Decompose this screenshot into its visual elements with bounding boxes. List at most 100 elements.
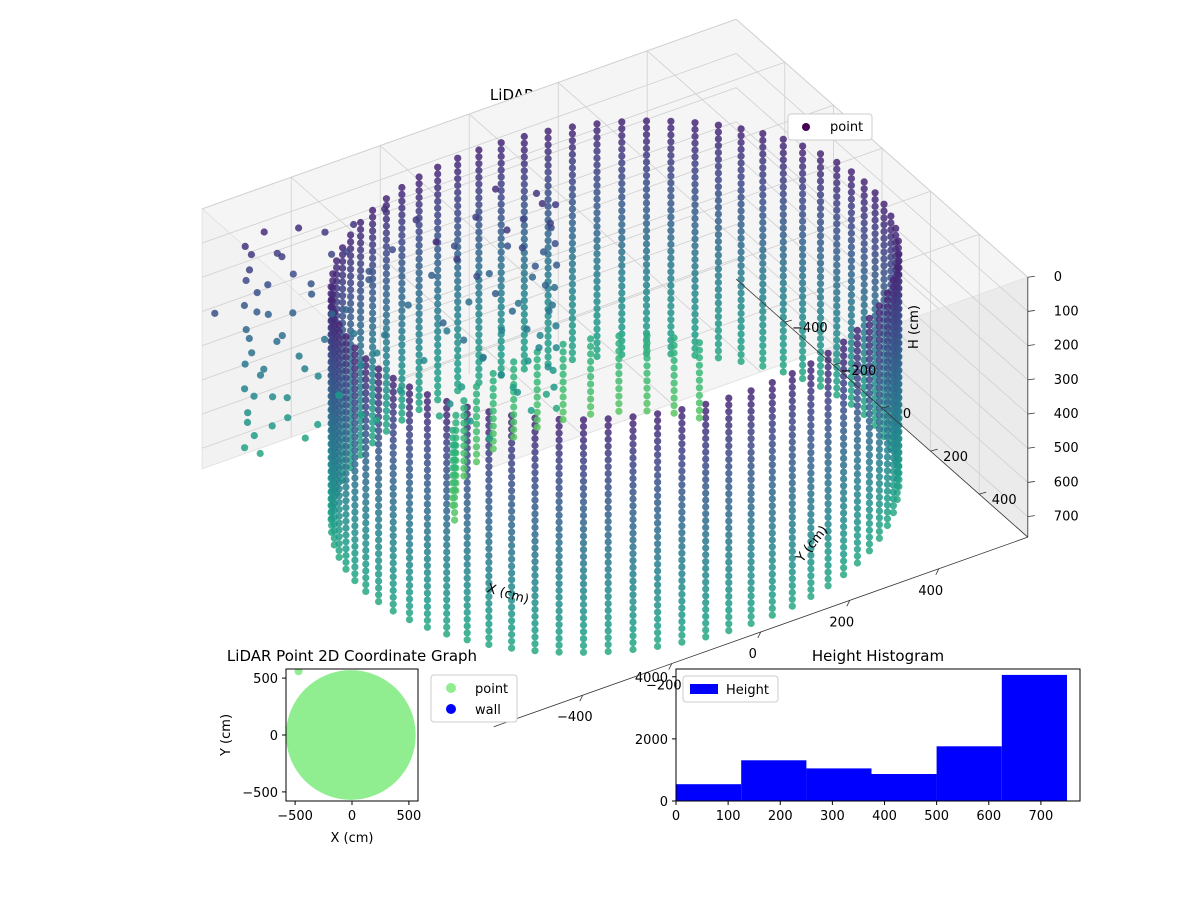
scatter3d-point: [853, 518, 862, 526]
scatter3d-point: [544, 168, 552, 176]
scatter3d-point: [472, 398, 481, 406]
scatter3d-point: [342, 415, 350, 423]
scatter3d-point: [463, 588, 471, 596]
scatter3d-point: [714, 313, 723, 321]
scatter3d-point: [443, 568, 451, 577]
scatter3d-point: [840, 454, 848, 462]
scatter3d-point: [629, 611, 637, 619]
scatter3d-point: [875, 384, 884, 392]
chart-2d: LiDAR Point 2D Coordinate Graph −500 0 500…: [219, 647, 518, 846]
scatter3d-point: [531, 640, 539, 648]
scatter3d-point: [587, 365, 595, 373]
scatter3d-point: [434, 362, 442, 370]
scatter3d-point: [357, 376, 365, 384]
scatter3d-point: [555, 593, 563, 601]
scatter3d-point: [883, 296, 892, 304]
scatter3d-point: [369, 295, 377, 303]
scatter3d-point: [398, 307, 406, 315]
scatter3d-point: [807, 387, 815, 395]
scatter3d-point: [737, 193, 745, 201]
scatter3d-point: [415, 351, 423, 359]
y-tick-mark: [930, 448, 938, 452]
scatter3d-point: [485, 490, 493, 498]
scatter3d-point: [747, 530, 755, 539]
scatter3d-point: [875, 445, 884, 453]
scatter3d-point: [816, 300, 825, 308]
scatter3d-point: [451, 516, 459, 524]
scatter3d-point: [463, 560, 471, 569]
scatter3d-point: [533, 371, 541, 379]
scatter3d-point: [542, 390, 551, 398]
scatter3d-point: [510, 403, 518, 411]
scatter3d-point: [423, 500, 431, 508]
scatter3d-point: [531, 462, 539, 470]
scatter3d-point: [593, 120, 601, 128]
scatter3d-point: [779, 169, 787, 178]
scatter3d-point: [423, 534, 431, 543]
scatter3d-point: [357, 383, 365, 391]
scatter3d-point: [618, 214, 626, 222]
scatter3d-point: [593, 332, 601, 340]
scatter3d-point: [475, 228, 483, 236]
scatter3d-point: [883, 350, 892, 359]
scatter3d-point: [472, 213, 480, 221]
scatter3d-point: [546, 219, 555, 227]
scatter3d-point: [714, 135, 723, 143]
scatter3d-point: [604, 593, 612, 601]
scatter3d-point: [629, 536, 637, 544]
scatter3d-point: [463, 506, 471, 514]
scatter3d-point: [779, 286, 787, 294]
scatter3d-point: [678, 611, 686, 619]
scatter3d-point: [853, 436, 862, 444]
scatter3d-point: [799, 224, 807, 232]
scatter3d-point: [824, 561, 832, 569]
scatter3d-point: [853, 326, 862, 334]
scatter3d-point: [579, 621, 588, 629]
scatter3d-point: [714, 162, 723, 170]
scatter3d-point: [475, 337, 483, 346]
scatter3d-point: [667, 151, 675, 160]
scatter3d-point: [678, 563, 686, 571]
scatter3d-point: [398, 204, 406, 212]
scatter3d-point: [389, 586, 397, 595]
scatter3d-point: [860, 322, 868, 330]
scatter3d-point: [362, 492, 370, 500]
scatter3d-point: [865, 547, 874, 555]
scatter3d-point: [389, 518, 397, 526]
scatter3d-point: [853, 422, 862, 430]
scatter3d-point: [314, 420, 322, 429]
scatter3d-point: [362, 430, 370, 438]
scatter3d-point: [362, 457, 370, 466]
scatter3d-point: [871, 230, 879, 238]
scatter3d-point: [389, 436, 397, 444]
scatter3d-point: [423, 473, 431, 481]
scatter3d-point: [508, 576, 516, 584]
scatter3d-point: [695, 361, 704, 369]
scatter3d-point: [695, 376, 704, 384]
chart-2d-legend: point wall: [430, 674, 518, 723]
scatter3d-point: [768, 440, 776, 448]
scatter3d-point: [788, 554, 796, 562]
scatter3d-point: [725, 435, 733, 443]
scatter3d-point: [497, 200, 505, 208]
scatter3d-point: [398, 211, 406, 219]
scatter3d-point: [497, 269, 505, 277]
scatter3d-point: [759, 239, 767, 247]
scatter3d-point: [443, 514, 451, 522]
scatter3d-point: [328, 310, 336, 318]
scatter3d-point: [350, 330, 358, 338]
scatter3d-point: [423, 596, 431, 604]
scatter3d-point: [702, 476, 710, 484]
scatter3d-point: [240, 301, 248, 310]
scatter3d-point: [737, 275, 745, 283]
scatter3d-point: [799, 340, 807, 348]
scatter3d-point: [779, 258, 787, 266]
scatter3d-point: [889, 454, 898, 462]
chart-2d-legend-marker-point: [446, 683, 456, 693]
scatter3d-point: [568, 267, 577, 275]
scatter3d-point: [351, 447, 359, 455]
scatter3d-point: [362, 375, 370, 383]
scatter3d-point: [702, 633, 710, 641]
scatter3d-point: [443, 445, 451, 453]
scatter3d-point: [443, 452, 451, 460]
